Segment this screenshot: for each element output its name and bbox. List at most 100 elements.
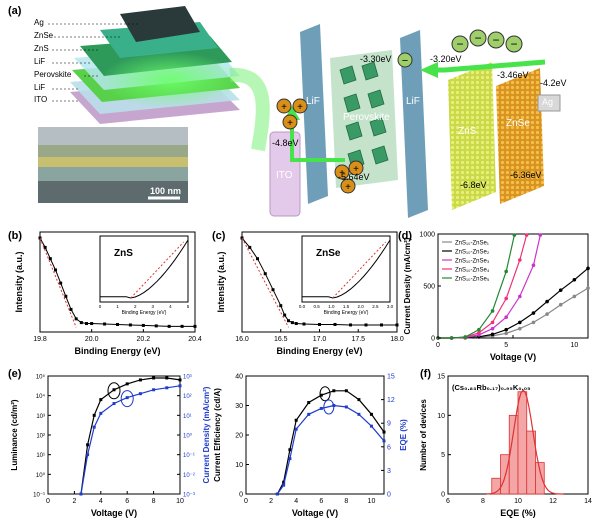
chart-c-xlabel: Binding Energy (eV) bbox=[276, 346, 362, 356]
chart-e-right-data-point bbox=[307, 401, 311, 405]
chart-d-data-point bbox=[490, 326, 495, 331]
chart-b-inset-fit bbox=[130, 241, 184, 299]
chart-d-data-point bbox=[463, 335, 468, 339]
chart-b-inset-xtick: 2 bbox=[134, 304, 137, 309]
chart-d-data-point bbox=[572, 277, 577, 282]
chart-e-left-data-point bbox=[125, 396, 129, 400]
chart-e-right-data-point bbox=[288, 448, 292, 452]
znse-block bbox=[496, 68, 544, 204]
chart-c-inset-xtick: 2.0 bbox=[358, 304, 365, 309]
band-label-znse: ZnSe bbox=[506, 118, 530, 129]
chart-d-data-point bbox=[518, 258, 522, 262]
chart-e-left-data-point bbox=[99, 411, 103, 415]
chart-d-legend-entry: ZnS₁₀-ZnSe₂ bbox=[455, 250, 490, 256]
svg-text:+: + bbox=[281, 102, 287, 113]
svg-text:+: + bbox=[339, 168, 345, 179]
chart-f-bar bbox=[500, 454, 510, 495]
chart-c-data-point bbox=[318, 322, 321, 326]
chart-e-left-xtick-label: 4 bbox=[99, 498, 103, 505]
stack-label-lif-bottom: LiF bbox=[34, 83, 46, 92]
chart-d-data-point bbox=[477, 327, 481, 332]
chart-b-data-point bbox=[79, 321, 83, 325]
chart-d-data-point bbox=[449, 336, 454, 340]
energy-ag: -4.2eV bbox=[540, 78, 567, 88]
chart-c-xtick-label: 18.0 bbox=[390, 336, 404, 343]
chart-d-data-point bbox=[531, 320, 536, 325]
chart-e-left-xtick-label: 6 bbox=[125, 498, 129, 505]
chart-f-bar bbox=[508, 414, 519, 495]
chart-c-data-point bbox=[263, 272, 267, 276]
stack-label-ag: Ag bbox=[34, 18, 44, 27]
chart-e-left-data-point bbox=[152, 376, 156, 380]
chart-d-data-point bbox=[586, 266, 590, 271]
chart-b: 19.8 20.0 20.2 20.4 Binding Energy (eV) Inten… bbox=[14, 231, 202, 356]
plot-frame bbox=[245, 375, 385, 495]
chart-e-right-data-point bbox=[357, 398, 361, 402]
chart-b-data-point bbox=[64, 294, 68, 298]
chart-f-xtick-label: 6 bbox=[446, 498, 450, 505]
chart-b-data-point bbox=[103, 322, 107, 326]
chart-d-data-point bbox=[504, 296, 508, 301]
chart-e-left-ytick-label: 10² bbox=[36, 434, 45, 440]
chart-e-left-xtick-label: 0 bbox=[46, 498, 50, 505]
panel-f-label: (f) bbox=[420, 368, 431, 380]
chart-e-right-xtick-label: 8 bbox=[344, 498, 348, 505]
chart-c-data-point bbox=[290, 321, 294, 325]
device-stack bbox=[70, 6, 240, 124]
chart-c-inset-curve bbox=[301, 239, 391, 299]
chart-b-ylabel: Intensity (a.u.) bbox=[14, 251, 24, 312]
chart-d-legend-entry: ZnS₁₀-ZnSe₄ bbox=[455, 268, 490, 274]
panel-b-label: (b) bbox=[8, 230, 23, 242]
chart-e-left-ylabel: Luminance (cd/m²) bbox=[10, 399, 19, 470]
svg-text:−: − bbox=[510, 37, 517, 51]
chart-f-ytick-label: 10 bbox=[437, 413, 445, 420]
chart-b-data-point bbox=[54, 268, 57, 272]
chart-e-left-series-line bbox=[80, 385, 181, 495]
chart-d-legend-entry: ZnS₁₀-ZnSe₅ bbox=[455, 277, 490, 283]
chart-c-inset-fit bbox=[332, 241, 386, 299]
energy-zns-vb: -6.8eV bbox=[460, 180, 487, 190]
chart-d-series-line bbox=[438, 287, 589, 339]
panel-d-label: (d) bbox=[398, 230, 413, 242]
sem-image bbox=[38, 127, 188, 203]
chart-e-left-xlabel: Voltage (V) bbox=[91, 508, 137, 518]
chart-f-bar bbox=[517, 391, 528, 495]
chart-e-right-data-point bbox=[307, 412, 311, 416]
chart-e-right-data-point bbox=[319, 406, 323, 410]
chart-b-data-point bbox=[128, 323, 132, 327]
chart-c-data-point bbox=[364, 323, 368, 327]
chart-e-right-xtick-label: 4 bbox=[294, 498, 298, 505]
chart-d-ytick-label: 0 bbox=[431, 336, 435, 343]
chart-b-xtick-label: 20.2 bbox=[137, 336, 151, 343]
chart-b-inset-title: ZnS bbox=[114, 248, 133, 259]
chart-e-right-data-point bbox=[382, 430, 386, 434]
panel-e-label: (e) bbox=[8, 368, 22, 380]
chart-c-xtick-label: 16.0 bbox=[235, 336, 249, 343]
band-label-ag: Ag bbox=[542, 97, 554, 107]
chart-b-inset-xtick: 0 bbox=[99, 304, 102, 309]
chart-e-right-data-point bbox=[319, 393, 323, 397]
chart-e-left-data-point bbox=[138, 378, 142, 382]
chart-b-xtick-label: 20.0 bbox=[85, 336, 99, 343]
stack-label-perovskite: Perovskite bbox=[34, 70, 72, 79]
energy-zns-cb: -3.20eV bbox=[430, 54, 462, 64]
svg-text:+: + bbox=[297, 102, 303, 113]
chart-e-right-xtick-label: 0 bbox=[244, 498, 248, 505]
energy-znse-vb: -6.36eV bbox=[510, 170, 542, 180]
chart-b-inset-xlabel: Binding Energy (eV) bbox=[122, 310, 167, 316]
energy-ito: -4.8eV bbox=[272, 138, 299, 148]
chart-c-inset-xlabel: Binding Energy (eV) bbox=[324, 310, 369, 316]
band-label-lif-2: LiF bbox=[406, 96, 420, 107]
chart-e-right: 0 2 4 6 8 10 0 10 20 30 40 0 3 6 9 12 15 Voltage (V) Curre… bbox=[213, 374, 408, 519]
chart-b-data-point bbox=[116, 322, 119, 326]
chart-b-fit-line bbox=[39, 237, 77, 328]
chart-e-left-data-point bbox=[125, 382, 129, 386]
chart-d-data-point bbox=[490, 320, 495, 325]
chart-e-left-marker-black bbox=[107, 382, 121, 400]
chart-d-data-point bbox=[518, 294, 522, 299]
svg-text:−: − bbox=[474, 31, 481, 45]
chart-d-data-point bbox=[477, 331, 481, 335]
chart-e-left-data-point bbox=[138, 392, 142, 396]
chart-e-right-y2label: EQE (%) bbox=[399, 419, 408, 451]
